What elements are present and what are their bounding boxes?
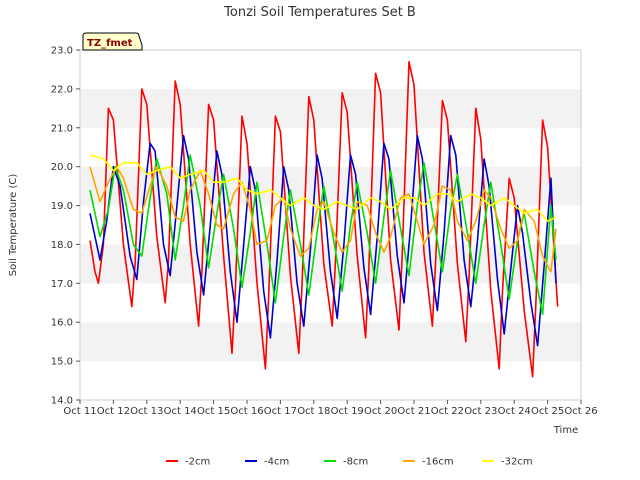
x-tick-label: Oct 26 bbox=[564, 406, 597, 417]
legend-label: -16cm bbox=[422, 457, 454, 468]
y-tick-label: 17.0 bbox=[51, 279, 73, 290]
series-line-2cm bbox=[89, 60, 559, 378]
legend-label: -4cm bbox=[264, 457, 289, 468]
grid-band bbox=[80, 166, 581, 206]
y-tick-label: 15.0 bbox=[51, 357, 73, 368]
x-tick-label: Oct 13 bbox=[130, 406, 163, 417]
chart-title: Tonzi Soil Temperatures Set B bbox=[223, 5, 416, 20]
grid-band bbox=[80, 322, 581, 362]
station-label: TZ_fmet bbox=[87, 38, 133, 49]
series-lines bbox=[89, 60, 559, 378]
x-tick-label: Oct 20 bbox=[364, 406, 397, 417]
y-axis-ticks: 14.0 15.0 16.0 17.0 18.0 19.0 20.0 21.0 22.0 23.0 bbox=[51, 46, 80, 407]
x-tick-label: Oct 12 bbox=[97, 406, 130, 417]
x-tick-label: Oct 25 bbox=[531, 406, 564, 417]
x-tick-label: Oct 19 bbox=[331, 406, 364, 417]
grid-band bbox=[80, 361, 581, 400]
x-axis-ticks: Oct 11 Oct 12 Oct 13 Oct 14 Oct 15 Oct 16 Oct … bbox=[63, 400, 598, 417]
y-tick-label: 18.0 bbox=[51, 240, 73, 251]
x-tick-label: Oct 11 bbox=[63, 406, 96, 417]
legend-label: -2cm bbox=[185, 457, 210, 468]
station-label-box: TZ_fmet bbox=[82, 32, 143, 51]
station-label-shape bbox=[82, 32, 143, 51]
grid-band bbox=[80, 127, 581, 167]
x-tick-label: Oct 22 bbox=[431, 406, 464, 417]
x-axis-label: Time bbox=[553, 425, 578, 436]
y-tick-label: 19.0 bbox=[51, 201, 73, 212]
x-tick-label: Oct 15 bbox=[197, 406, 230, 417]
x-tick-label: Oct 23 bbox=[464, 406, 497, 417]
y-tick-label: 20.0 bbox=[51, 162, 73, 173]
grid-band bbox=[80, 50, 581, 89]
legend: -2cm -4cm -8cm -16cm -32cm bbox=[166, 457, 533, 468]
y-tick-label: 23.0 bbox=[51, 46, 73, 57]
grid-band bbox=[80, 88, 581, 128]
x-tick-label: Oct 24 bbox=[498, 406, 531, 417]
legend-label: -8cm bbox=[343, 457, 368, 468]
x-tick-label: Oct 21 bbox=[397, 406, 430, 417]
series-line-32cm bbox=[89, 154, 557, 222]
y-tick-label: 21.0 bbox=[51, 123, 73, 134]
plot-frame bbox=[79, 49, 582, 401]
legend-label: -32cm bbox=[501, 457, 533, 468]
x-tick-label: Oct 14 bbox=[164, 406, 197, 417]
y-tick-label: 14.0 bbox=[51, 396, 73, 407]
x-tick-label: Oct 18 bbox=[297, 406, 330, 417]
x-tick-label: Oct 17 bbox=[264, 406, 297, 417]
y-tick-label: 16.0 bbox=[51, 318, 73, 329]
series-line-8cm bbox=[89, 154, 557, 316]
series-line-16cm bbox=[89, 165, 557, 273]
y-axis-label: Soil Temperature (C) bbox=[8, 174, 19, 277]
x-tick-label: Oct 16 bbox=[230, 406, 263, 417]
y-tick-label: 22.0 bbox=[51, 84, 73, 95]
